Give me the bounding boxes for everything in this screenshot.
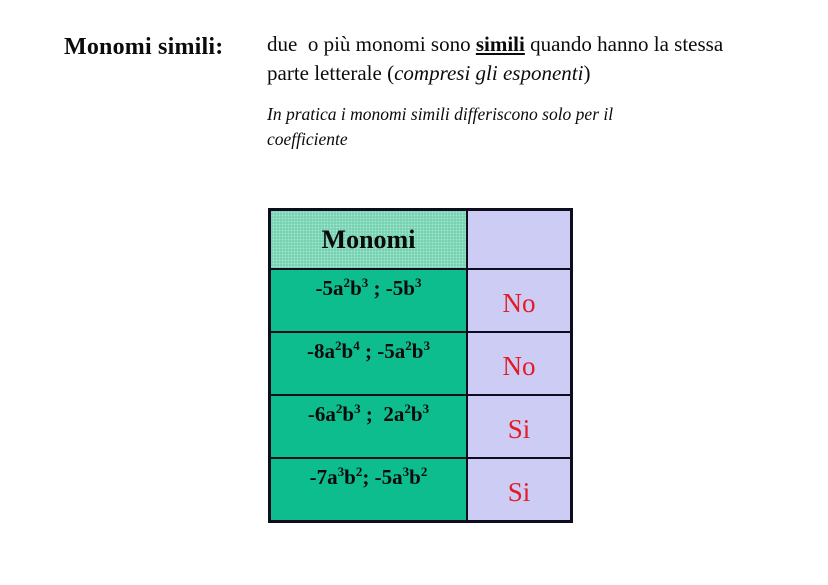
answer-cell: No: [466, 268, 573, 333]
answer-cell: Si: [466, 394, 573, 459]
answer-cell: Si: [466, 457, 573, 523]
table-row: -6a2b3 ; 2a2b3 Si: [268, 394, 573, 459]
monomial-pair-cell: -5a2b3 ; -5b3: [268, 268, 468, 333]
definition-keyword-simili: simili: [475, 32, 525, 56]
table-row: -7a3b2; -5a3b2 Si: [268, 457, 573, 523]
table-row: -5a2b3 ; -5b3 No: [268, 268, 573, 333]
definition-paragraph: due o più monomi sono simili quando hann…: [267, 30, 745, 88]
table-row: -8a2b4 ; -5a2b3 No: [268, 331, 573, 396]
table-header-row: Monomi: [268, 208, 573, 270]
table-header-answer: [466, 208, 573, 270]
definition-text-1: due o più monomi sono: [267, 32, 476, 56]
slide-title: Monomi simili:: [64, 34, 224, 60]
definition-italic-phrase: compresi gli esponenti: [394, 60, 584, 85]
monomial-pair-cell: -7a3b2; -5a3b2: [268, 457, 468, 523]
monomial-pair-cell: -8a2b4 ; -5a2b3: [268, 331, 468, 396]
monomials-table: Monomi -5a2b3 ; -5b3 No -8a2b4 ; -5a2b3 …: [268, 208, 573, 523]
practical-note: In pratica i monomi simili differiscono …: [267, 104, 614, 149]
definition-text-2: quando hanno la stessa parte letterale (: [267, 32, 729, 85]
definition-text-3: ): [583, 60, 591, 85]
answer-cell: No: [466, 331, 573, 396]
monomial-pair-cell: -6a2b3 ; 2a2b3: [268, 394, 468, 459]
table-header-monomi: Monomi: [268, 208, 468, 270]
